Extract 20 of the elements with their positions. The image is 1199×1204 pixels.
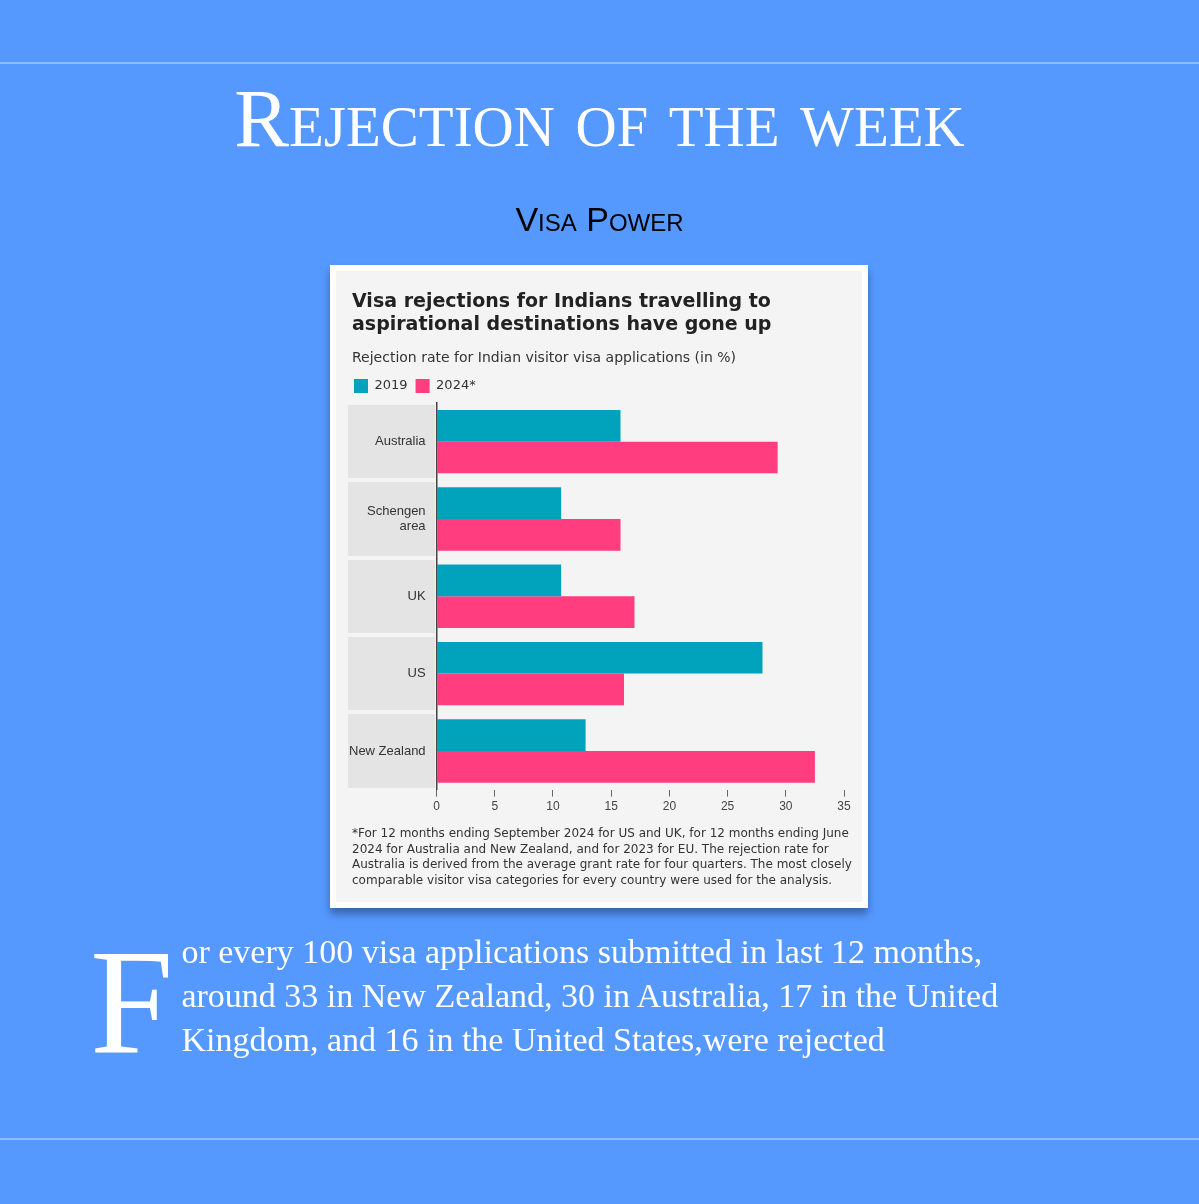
- text: Rejection of the week: [233, 73, 966, 164]
- text: Visa Power: [514, 200, 685, 239]
- x-tick-label: 20: [662, 799, 677, 814]
- x-tick-label: 35: [837, 799, 851, 814]
- legend-label: 2024*: [436, 377, 477, 393]
- x-tick-label: 5: [491, 799, 499, 814]
- y-tick-label: US: [407, 665, 426, 681]
- y-tick-label: Schengen area: [367, 502, 427, 534]
- x-tick-label: 0: [433, 799, 441, 814]
- legend-label: 2019: [374, 377, 408, 393]
- text: *For 12 months ending September 2024 for US and UK, for 12 months ending June 2024 for Australia and New Zealand, and for 2023 for EU. The rejection rate for Australia is derived from the average grant rate for four quarters. The most closely comparable visitor visa categories for every country were used for the analysis.: [352, 826, 853, 889]
- x-tick-label: 10: [546, 799, 560, 814]
- chart-subtitle: Rejection rate for Indian visitor visa applications (in %): [352, 349, 736, 365]
- y-tick-label: Australia: [375, 433, 427, 449]
- chart-title: Visa rejections for Indians travelling to aspirational destinations have gone up: [352, 289, 773, 335]
- x-tick-label: 30: [779, 799, 793, 814]
- y-tick-label: UK: [407, 587, 426, 603]
- x-tick-label: 15: [604, 799, 619, 814]
- x-tick-label: 25: [720, 799, 735, 814]
- y-tick-label: New Zealand: [348, 742, 426, 758]
